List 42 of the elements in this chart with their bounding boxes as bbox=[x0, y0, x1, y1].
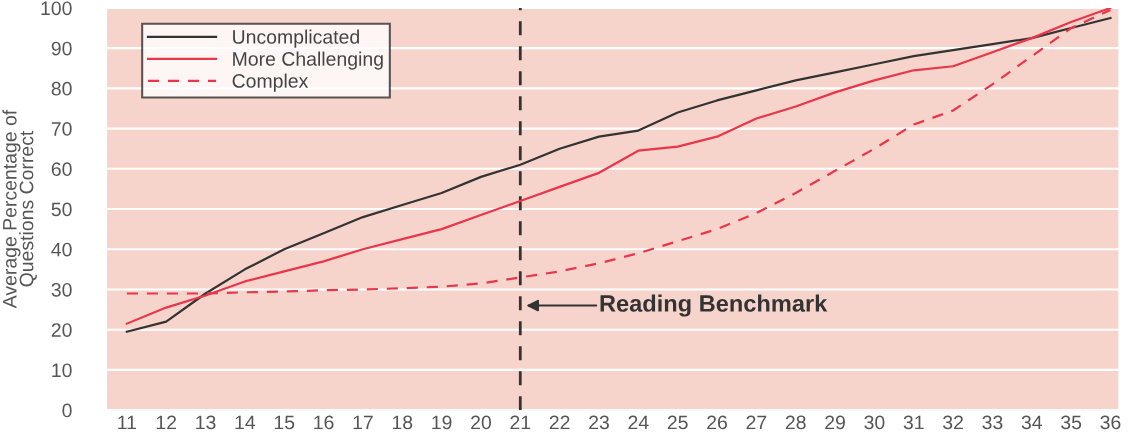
x-tick-label: 14 bbox=[235, 415, 256, 430]
x-tick-label: 21 bbox=[510, 415, 531, 430]
x-tick-label: 29 bbox=[825, 415, 845, 430]
x-tick-label: 27 bbox=[746, 415, 767, 430]
x-tick-label: 24 bbox=[628, 415, 649, 430]
legend-label: More Challenging bbox=[233, 51, 383, 70]
x-tick-label: 11 bbox=[118, 415, 136, 430]
y-tick-label: 40 bbox=[51, 242, 72, 257]
y-tick-label: 0 bbox=[62, 403, 72, 418]
y-tick-label: 60 bbox=[51, 162, 72, 177]
y-tick-label: 10 bbox=[52, 363, 72, 378]
y-tick-label: 100 bbox=[41, 1, 72, 16]
ref-line-label: Reading Benchmark bbox=[600, 294, 828, 317]
y-tick-label: 80 bbox=[51, 81, 72, 96]
x-tick-label: 34 bbox=[1021, 415, 1043, 430]
x-tick-label: 32 bbox=[943, 415, 963, 430]
y-tick-label: 50 bbox=[51, 202, 72, 217]
x-tick-label: 19 bbox=[432, 415, 452, 430]
y-tick-label: 70 bbox=[51, 122, 72, 136]
x-tick-label: 17 bbox=[353, 415, 373, 430]
x-tick-label: 31 bbox=[903, 415, 924, 430]
x-tick-label: 35 bbox=[1061, 415, 1082, 430]
x-tick-label: 13 bbox=[196, 415, 216, 430]
y-axis-title: Average Percentage of Questions Correct bbox=[2, 109, 37, 309]
x-tick-label: 15 bbox=[274, 415, 295, 430]
x-tick-label: 36 bbox=[1100, 415, 1121, 430]
x-tick-label: 23 bbox=[589, 415, 609, 430]
x-tick-label: 20 bbox=[471, 415, 491, 430]
x-tick-label: 33 bbox=[982, 415, 1003, 430]
x-tick-label: 22 bbox=[549, 415, 570, 430]
x-tick-label: 30 bbox=[864, 415, 885, 430]
y-tick-label: 30 bbox=[51, 282, 72, 297]
legend-label: Uncomplicated bbox=[233, 29, 359, 48]
x-tick-label: 25 bbox=[667, 415, 688, 430]
legend-label: Complex bbox=[232, 73, 309, 92]
x-tick-label: 12 bbox=[156, 415, 177, 430]
x-tick-label: 18 bbox=[392, 415, 413, 430]
y-tick-label: 90 bbox=[51, 41, 72, 56]
x-tick-label: 28 bbox=[785, 415, 806, 430]
x-tick-label: 16 bbox=[314, 415, 334, 430]
y-tick-label: 20 bbox=[51, 323, 72, 337]
x-tick-label: 26 bbox=[707, 415, 727, 430]
